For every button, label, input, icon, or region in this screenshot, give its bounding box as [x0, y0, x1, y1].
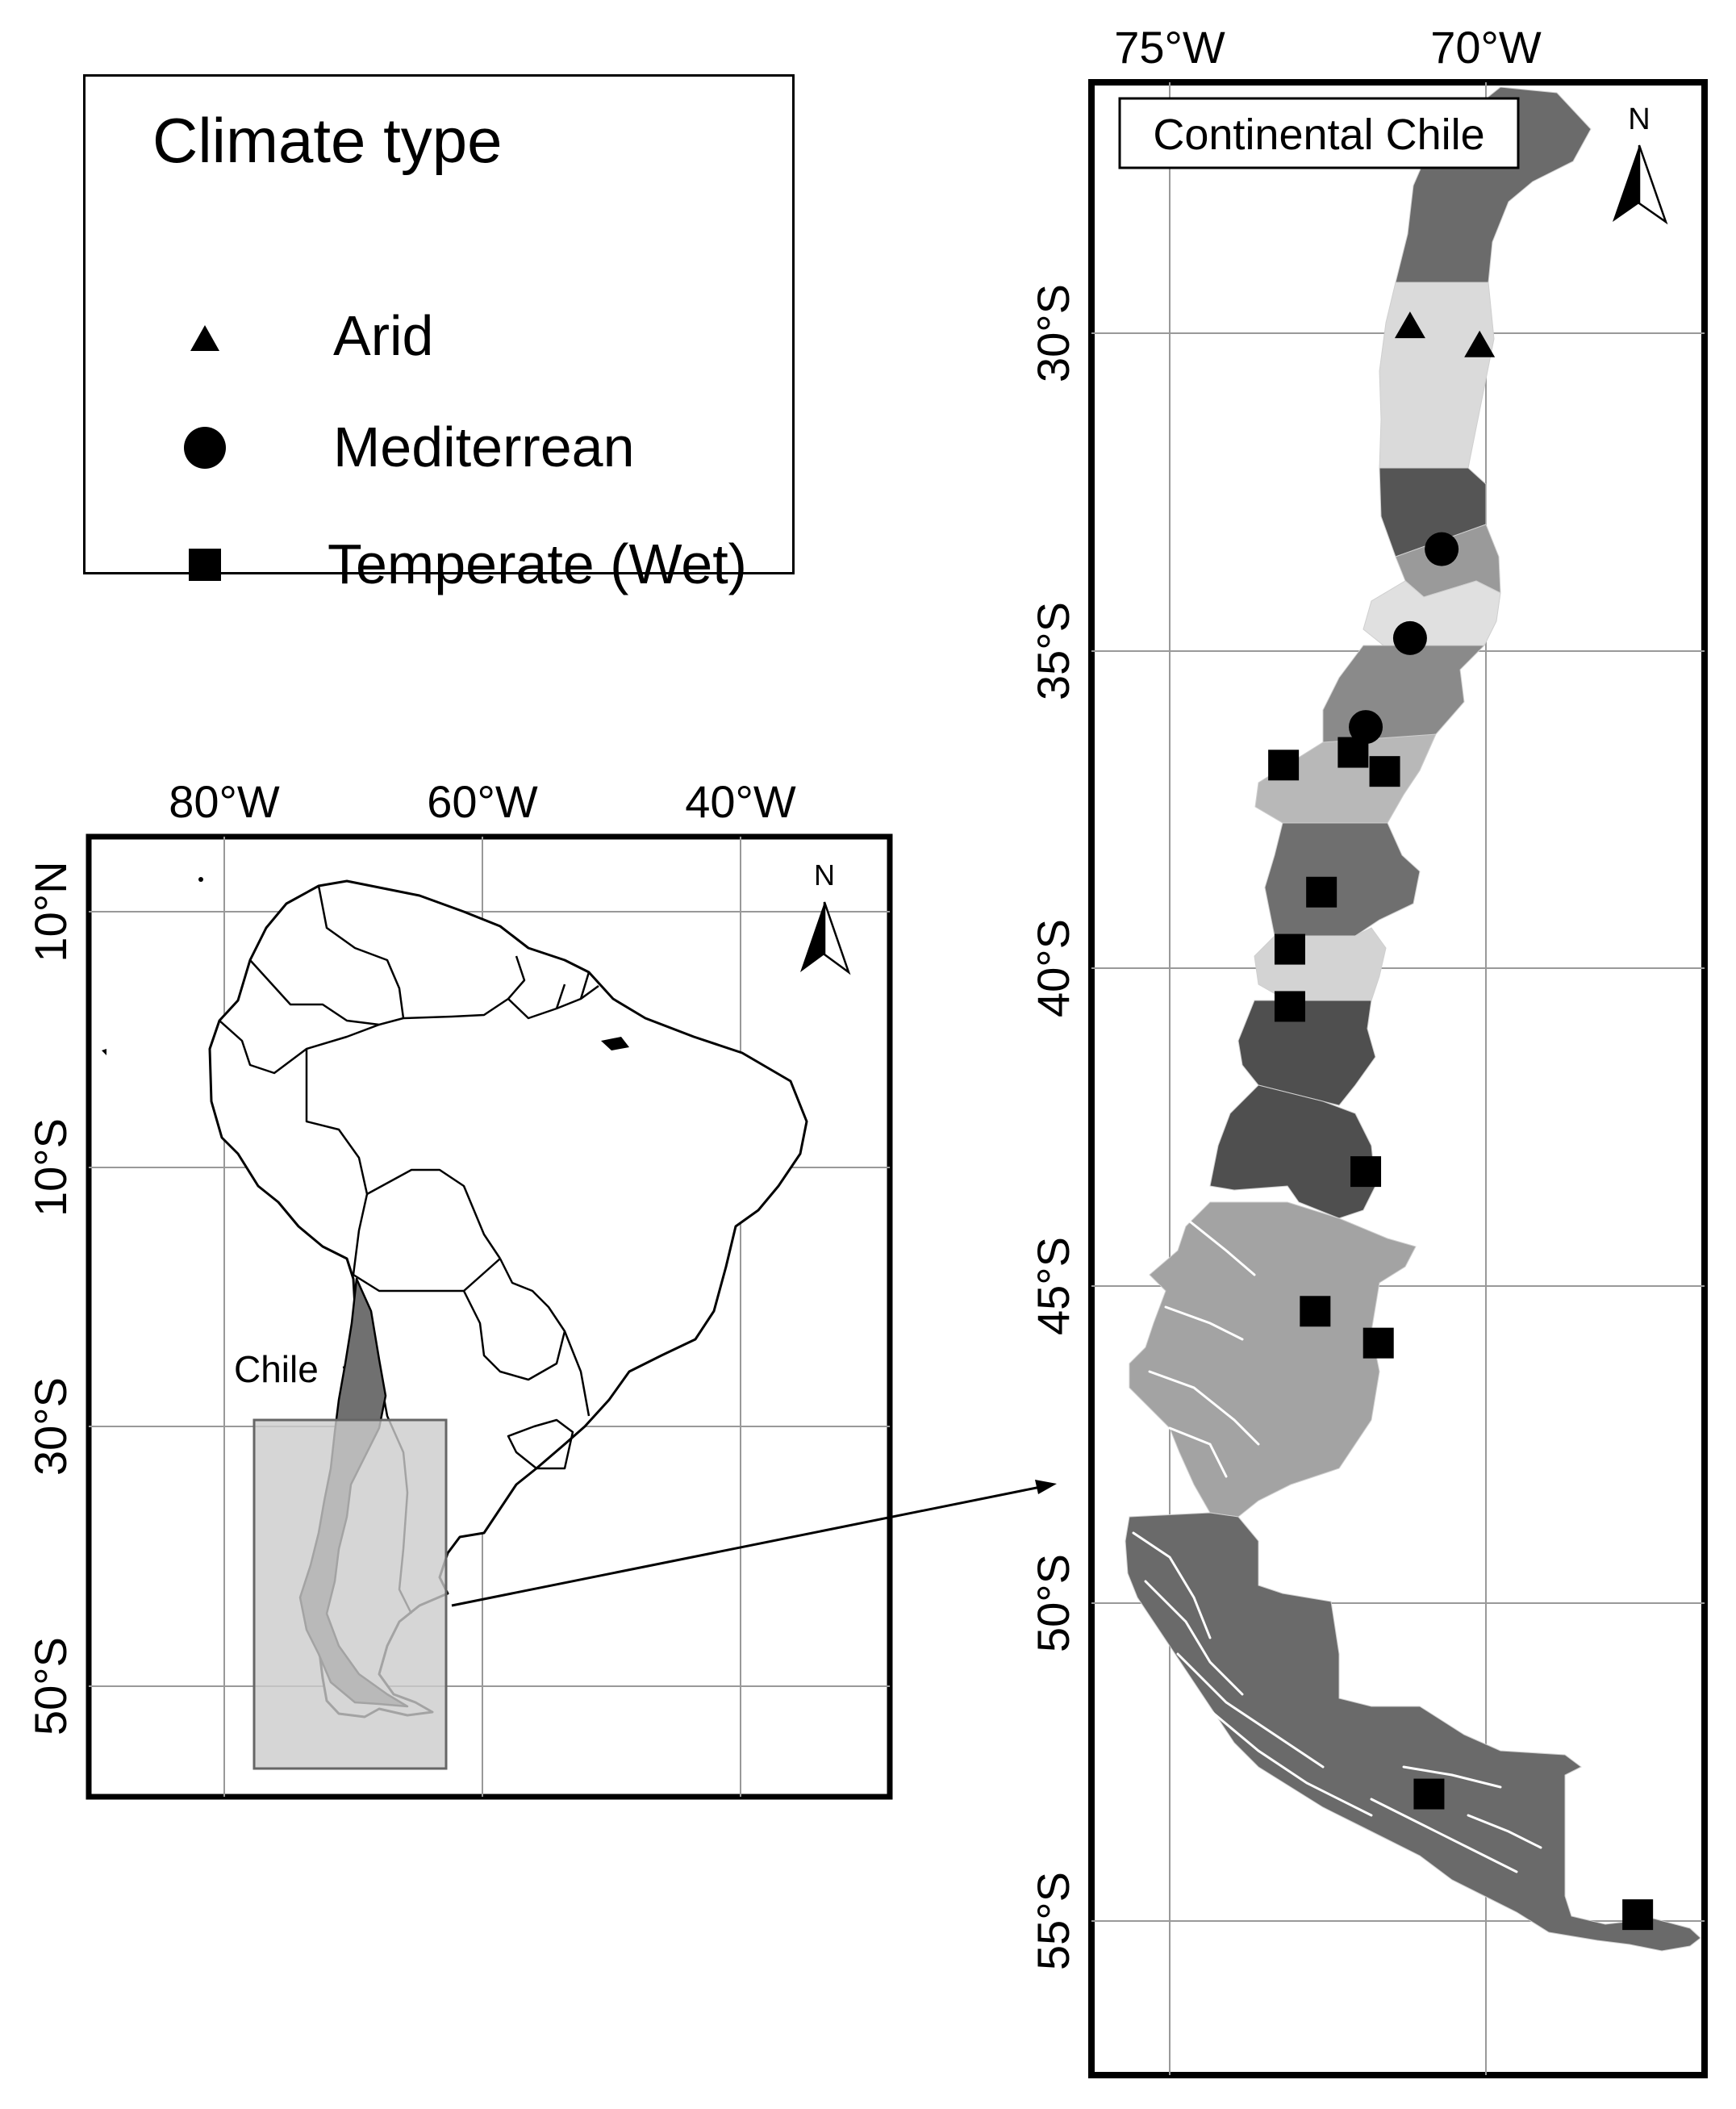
- triangle-icon: [190, 325, 219, 351]
- chile-title-box: [1118, 97, 1520, 169]
- leader-arrow: [451, 1480, 1057, 1607]
- chile-regions: [1125, 86, 1701, 1952]
- south-america-map: Chile N 80°W 60°W 40°W 10°N 10°S 30°S 50…: [25, 776, 893, 1800]
- region-band: [1237, 1000, 1376, 1106]
- station-marker-temperate: [1274, 933, 1305, 965]
- island-dot: [198, 877, 203, 882]
- station-marker-temperate: [1413, 1778, 1445, 1810]
- station-marker-temperate: [1369, 756, 1400, 787]
- country-label-chile: Chile: [234, 1348, 319, 1390]
- sa-lon-label: 80°W: [169, 776, 280, 827]
- legend-label: Arid: [333, 304, 434, 367]
- legend-item-temperate: Temperate (Wet): [86, 524, 792, 613]
- chile-lat-label: 30°S: [1028, 284, 1079, 382]
- sa-north-label: N: [814, 858, 835, 892]
- station-markers: [1268, 311, 1654, 1931]
- region-band: [1264, 822, 1421, 937]
- sa-lon-label: 40°W: [685, 776, 796, 827]
- chile-map-title: Continental Chile: [1153, 111, 1484, 159]
- circle-icon: [184, 427, 226, 469]
- sa-lon-label: 60°W: [427, 776, 538, 827]
- sa-lat-label: 10°S: [25, 1118, 76, 1217]
- region-band: [1209, 1084, 1376, 1219]
- station-marker-temperate: [1363, 1327, 1394, 1359]
- chile-map: Continental Chile N 75°W 70°W 30°S 35°S …: [1028, 22, 1708, 2078]
- legend-label: Temperate (Wet): [328, 532, 747, 595]
- chile-lat-label: 50°S: [1028, 1554, 1079, 1652]
- chile-north-label: N: [1628, 102, 1650, 136]
- station-marker-temperate: [1337, 737, 1369, 768]
- region-band: [1254, 927, 1387, 1001]
- chile-lat-label: 35°S: [1028, 602, 1079, 700]
- sa-lat-label: 30°S: [25, 1377, 76, 1476]
- legend-item-mediterranean: Mediterrean: [86, 407, 792, 496]
- sa-north-arrow-icon: N: [800, 858, 851, 975]
- sa-lat-label: 50°S: [25, 1637, 76, 1735]
- square-icon: [189, 549, 221, 581]
- lake-titicaca: [601, 1037, 629, 1050]
- station-marker-mediterranean: [1392, 620, 1427, 655]
- station-marker-mediterranean: [1349, 710, 1383, 745]
- legend-item-arid: Arid: [86, 296, 792, 385]
- legend-label: Mediterrean: [333, 416, 635, 478]
- fjord-channels: [1132, 1217, 1542, 1873]
- chile-north-arrow-icon: N: [1613, 102, 1668, 225]
- station-marker-arid: [1464, 330, 1496, 357]
- station-marker-mediterranean: [1425, 532, 1459, 566]
- sa-lat-labels: 10°N 10°S 30°S 50°S: [25, 861, 76, 1735]
- station-marker-temperate: [1274, 991, 1305, 1022]
- country-borders: [219, 885, 599, 1614]
- chile-lon-label: 75°W: [1114, 22, 1225, 73]
- chile-lat-label: 40°S: [1028, 919, 1079, 1017]
- station-marker-temperate: [1268, 750, 1300, 781]
- galapagos: [102, 1049, 106, 1055]
- station-marker-temperate: [1300, 1296, 1331, 1327]
- chile-lon-labels: 75°W 70°W: [1114, 22, 1542, 73]
- station-marker-temperate: [1622, 1899, 1654, 1931]
- chile-lat-labels: 30°S 35°S 40°S 45°S 50°S 55°S: [1028, 284, 1079, 1970]
- station-marker-temperate: [1306, 876, 1337, 908]
- sa-lat-label: 10°N: [25, 861, 76, 962]
- chile-lon-label: 70°W: [1430, 22, 1542, 73]
- region-band: [1125, 1512, 1701, 1952]
- station-marker-arid: [1394, 311, 1425, 339]
- inset-extent-box: [252, 1418, 448, 1770]
- station-marker-temperate: [1350, 1156, 1382, 1188]
- legend-title: Climate type: [152, 105, 503, 176]
- sa-lon-labels: 80°W 60°W 40°W: [169, 776, 796, 827]
- chile-lat-label: 45°S: [1028, 1237, 1079, 1335]
- chile-lat-label: 55°S: [1028, 1872, 1079, 1970]
- legend: Climate type Arid Mediterrean Temperate …: [83, 74, 795, 592]
